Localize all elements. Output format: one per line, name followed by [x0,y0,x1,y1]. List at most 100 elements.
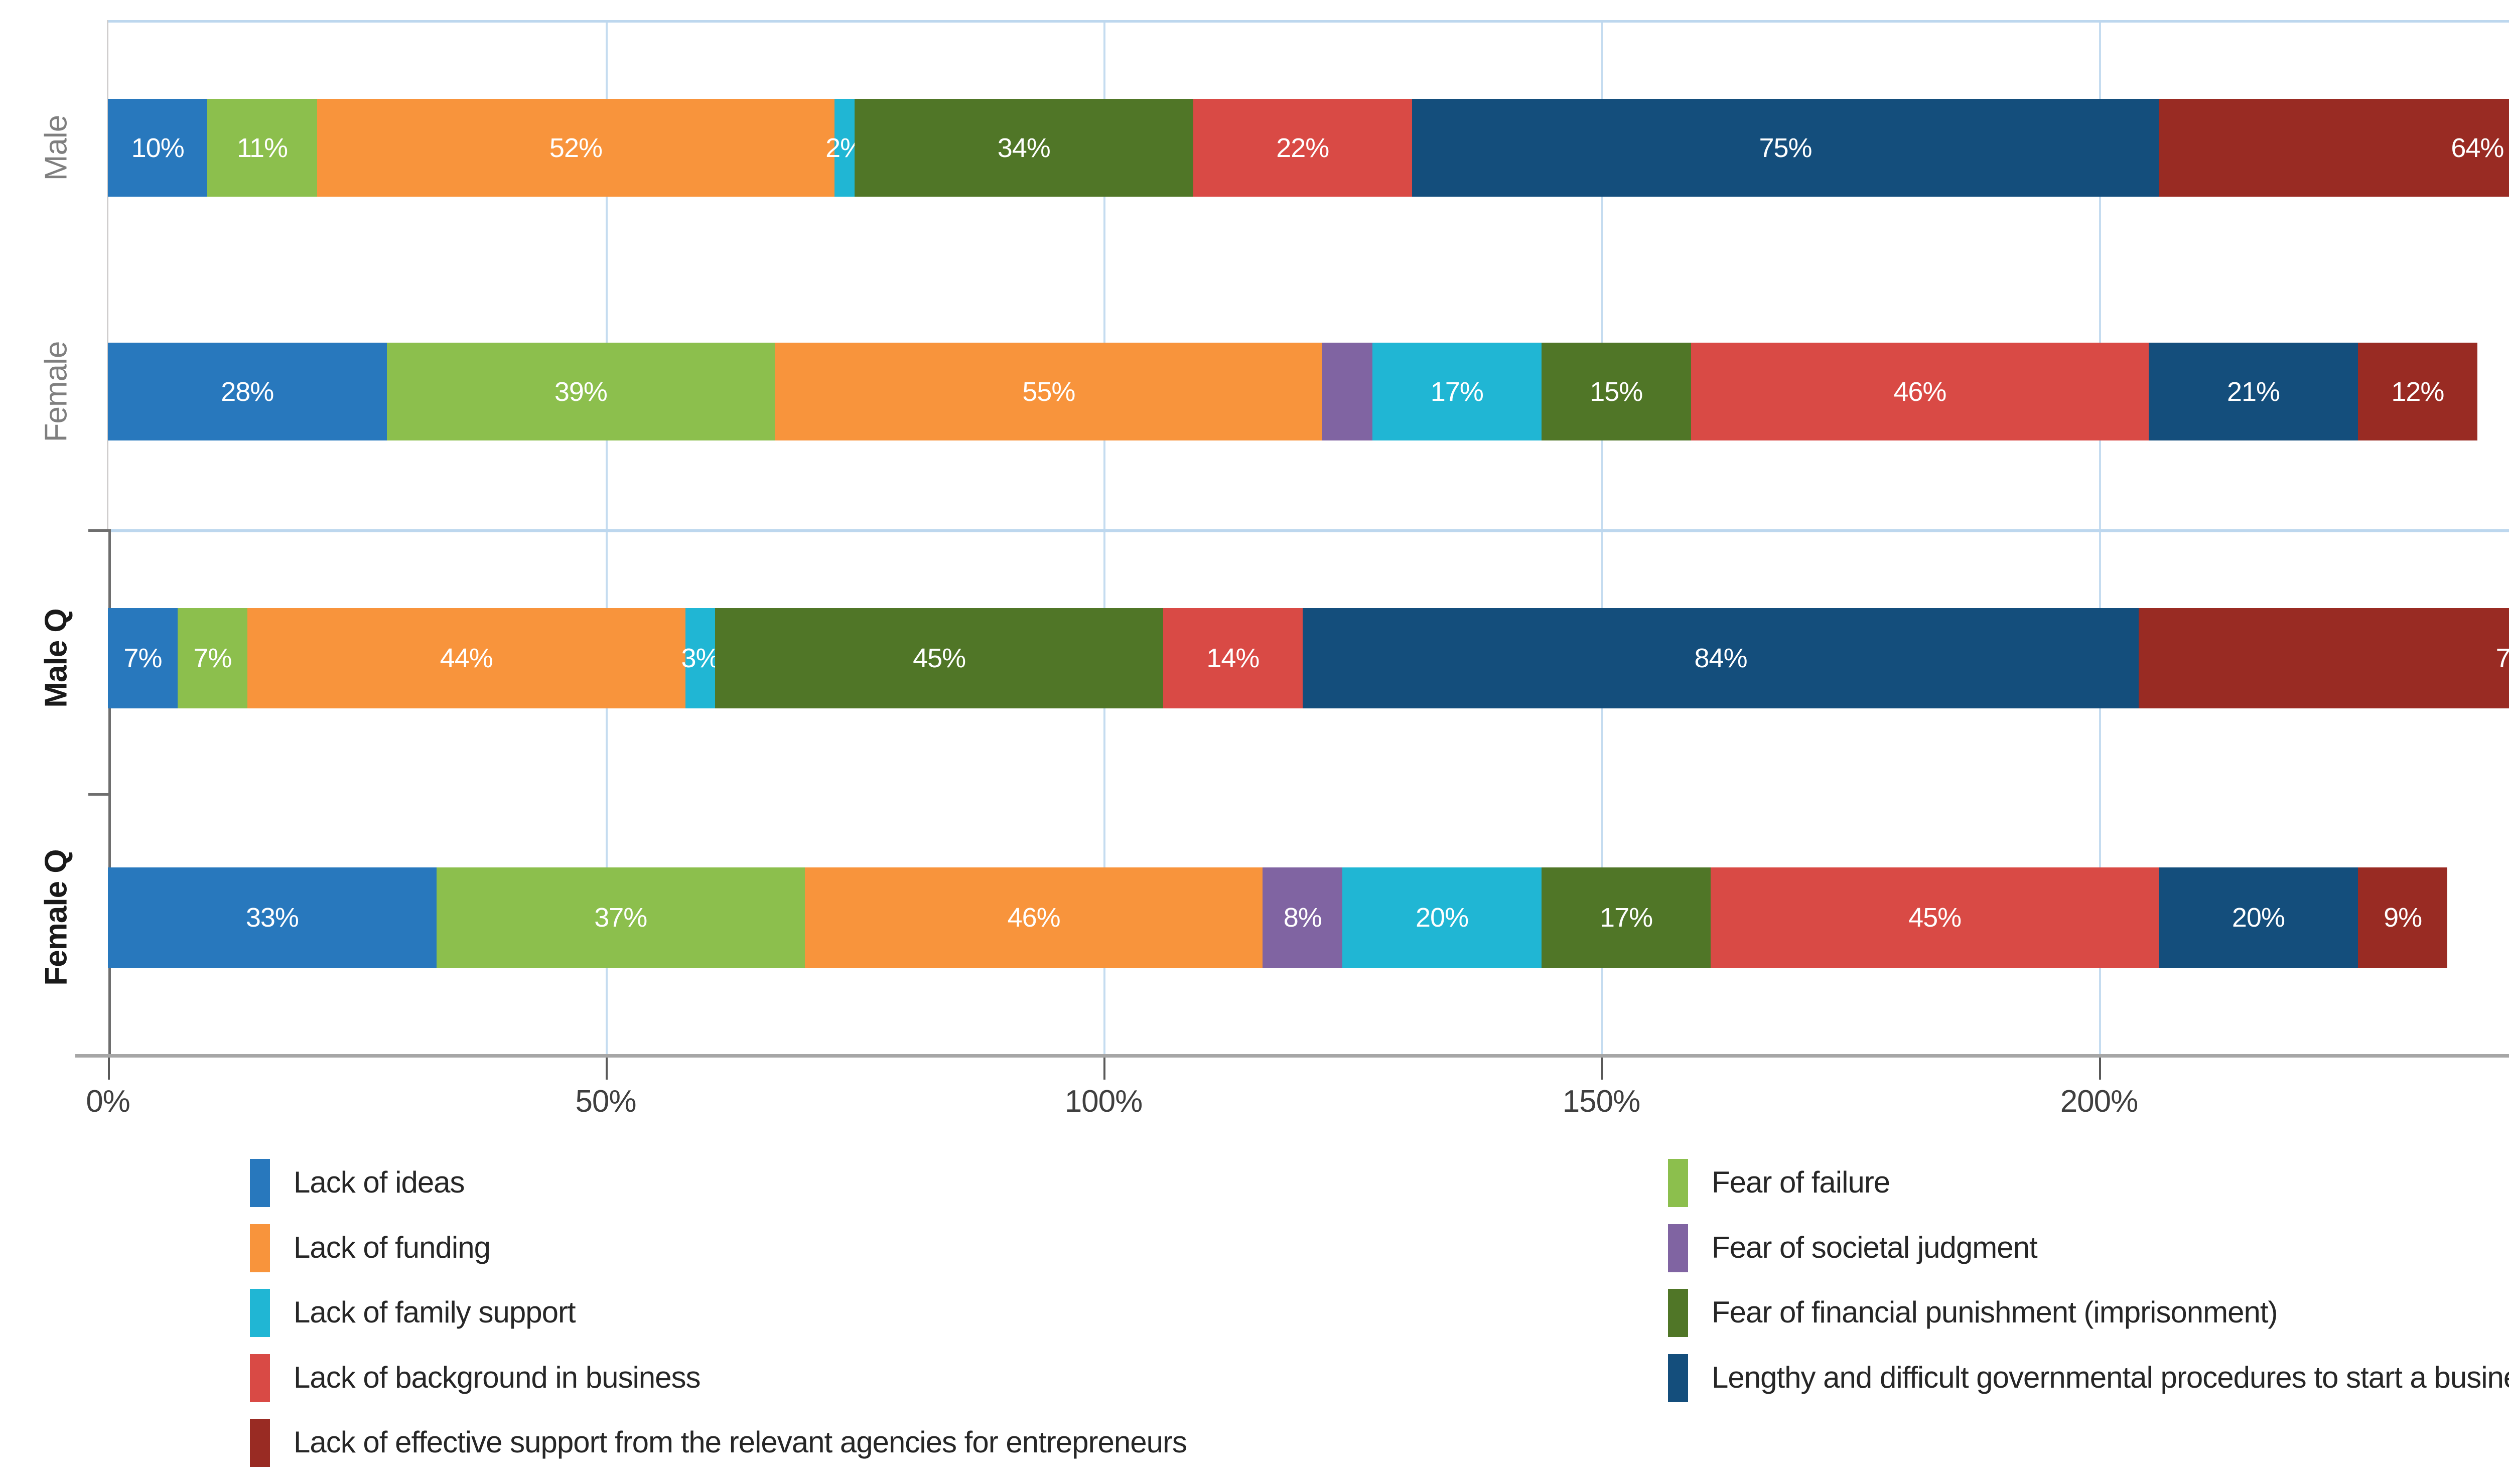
segment-fear-of-financial-punishment-i: 17% [1541,867,1711,968]
segment-lack-of-funding: 52% [317,99,835,197]
data-label: 44% [440,643,493,673]
category-label-male: Male [39,115,74,181]
data-label: 17% [1600,903,1653,933]
data-label: 21% [2226,376,2280,407]
legend-label-4: Lack of family support [294,1295,576,1329]
x-tick-200 [2099,1058,2101,1080]
bracket-tick-1 [88,793,111,796]
data-label: 3% [681,643,720,673]
segment-fear-of-societal-judgment: 8% [1263,867,1343,968]
segment-lack-of-effective-support-from: 9% [2357,867,2448,968]
segment-lack-of-background-in-business: 46% [1691,343,2149,440]
segment-lack-of-effective-support-from: 64% [2159,99,2509,197]
x-tick-150 [1601,1058,1603,1080]
segment-fear-of-failure: 37% [436,867,805,968]
data-label: 14% [1206,643,1260,673]
data-label: 20% [2232,903,2285,933]
segment-lack-of-ideas: 10% [108,99,208,197]
legend-label-2: Lack of funding [294,1230,491,1264]
bracket-tick-0 [88,529,111,532]
legend-marker-3 [1668,1224,1688,1272]
legend-label-8: Lack of effective support from the relev… [294,1425,1187,1459]
segment-fear-of-financial-punishment-i: 45% [715,608,1164,708]
x-tick-label-200: 200% [2060,1084,2139,1119]
data-label: 20% [1416,903,1469,933]
data-label: 64% [2451,132,2504,163]
top-category-axis-line [107,20,108,529]
segment-lack-of-family-support: 17% [1372,343,1542,440]
data-label: 52% [549,132,603,163]
gridline-200 [2099,20,2101,1054]
data-label: 77% [2495,643,2509,673]
segment-lack-of-background-in-business: 22% [1193,99,1413,197]
segment-lack-of-funding: 55% [775,343,1323,440]
segment-lack-of-ideas: 28% [108,343,387,440]
legend-label-7: Lengthy and difficult governmental proce… [1712,1360,2509,1394]
gridline-150 [1601,20,1603,1054]
x-axis-line [75,1054,2509,1058]
segment-lack-of-funding: 44% [247,608,685,708]
segment-lengthy-and-difficult-governme: 75% [1412,99,2159,197]
legend-marker-2 [250,1224,270,1272]
category-label-female-q: Female Q [39,849,74,986]
x-tick-label-100: 100% [1064,1084,1143,1119]
segment-lack-of-funding: 46% [804,867,1263,968]
category-label-female: Female [39,341,74,442]
data-label: 11% [236,132,288,163]
category-label-male-q: Male Q [39,609,74,708]
x-tick-label-50: 50% [575,1084,636,1119]
data-label: 37% [594,903,647,933]
segment-lack-of-ideas: 7% [108,608,178,708]
legend-label-6: Lack of background in business [294,1360,701,1394]
segment-lengthy-and-difficult-governme: 84% [1302,608,2139,708]
gridline-50 [606,20,608,1054]
legend-marker-7 [1668,1354,1688,1402]
segment-lengthy-and-difficult-governme: 21% [2149,343,2358,440]
gridline-100 [1103,20,1105,1054]
segment-lack-of-family-support: 20% [1342,867,1542,968]
legend-marker-6 [250,1354,270,1402]
segment-lack-of-ideas: 33% [108,867,437,968]
data-label: 22% [1276,132,1329,163]
data-label: 39% [554,376,608,407]
data-label: 75% [1759,132,1812,163]
x-tick-50 [606,1058,608,1080]
data-label: 7% [123,643,162,673]
segment-lack-of-background-in-business: 45% [1711,867,2159,968]
panel-divider-border [108,529,2509,532]
data-label: 10% [131,132,185,163]
data-label: 28% [221,376,274,407]
data-label: 15% [1590,376,1643,407]
segment-fear-of-failure: 11% [207,99,317,197]
segment-lack-of-effective-support-from: 77% [2139,608,2509,708]
data-label: 9% [2384,903,2422,933]
segment-lack-of-background-in-business: 14% [1163,608,1303,708]
segment-lack-of-effective-support-from: 12% [2357,343,2477,440]
segment-fear-of-failure: 7% [177,608,247,708]
x-tick-label-150: 150% [1562,1084,1641,1119]
segment-fear-of-financial-punishment-i: 34% [855,99,1193,197]
legend-label-1: Fear of failure [1712,1165,1890,1199]
legend-marker-1 [1668,1159,1688,1207]
data-label: 84% [1694,643,1748,673]
data-label: 46% [1893,376,1946,407]
plot-top-border [108,20,2509,23]
data-label: 55% [1022,376,1075,407]
data-label: 7% [193,643,232,673]
legend-marker-8 [250,1419,270,1467]
data-label: 17% [1430,376,1484,407]
data-label: 12% [2391,376,2444,407]
data-label: 45% [913,643,966,673]
data-label: 45% [1908,903,1962,933]
data-label: 33% [245,903,299,933]
legend-label-3: Fear of societal judgment [1712,1230,2038,1264]
segment-lack-of-family-support: 3% [681,608,720,708]
data-label: 8% [1283,903,1322,933]
legend-marker-0 [250,1159,270,1207]
segment-fear-of-societal-judgment [1322,343,1372,440]
segment-fear-of-financial-punishment-i: 15% [1541,343,1691,440]
x-tick-label-0: 0% [86,1084,130,1119]
legend-label-0: Lack of ideas [294,1165,465,1199]
x-tick-0 [108,1058,110,1080]
